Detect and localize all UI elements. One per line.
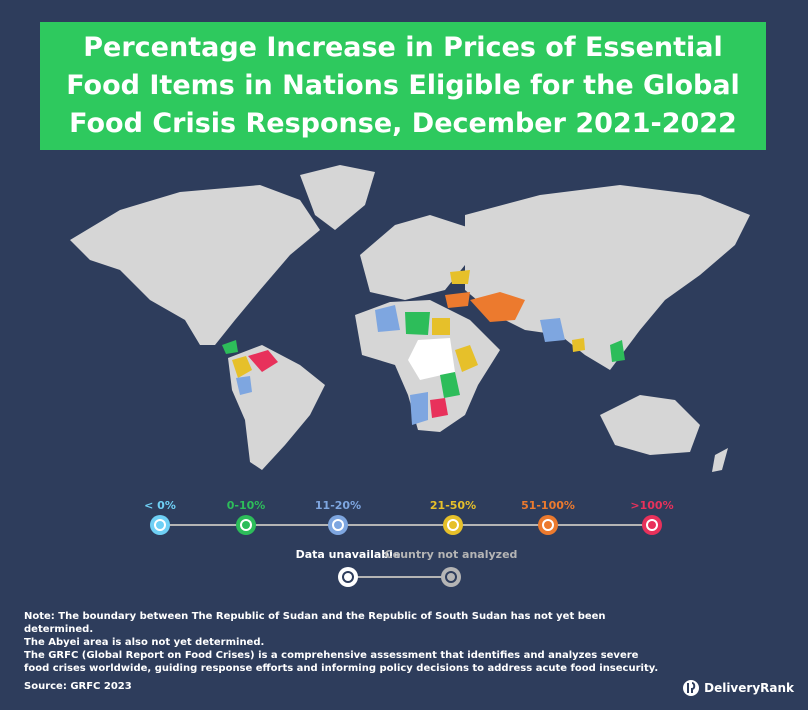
brand-icon — [683, 680, 700, 696]
country — [440, 372, 460, 398]
title: Percentage Increase in Prices of Essenti… — [40, 22, 766, 150]
north-america — [70, 185, 320, 345]
legend-marker-core — [156, 521, 164, 529]
country — [455, 345, 478, 372]
notes: Note: The boundary between The Republic … — [24, 610, 664, 675]
country — [405, 312, 430, 335]
legend-label: 0-10% — [227, 499, 266, 512]
brand: DeliveryRank — [682, 679, 794, 697]
south-america — [228, 345, 325, 470]
note: The Abyei area is also not yet determine… — [24, 637, 265, 648]
legend-label: < 0% — [144, 499, 176, 512]
highlighted-countries — [222, 270, 625, 425]
legend-marker-core — [334, 521, 342, 529]
country — [248, 350, 278, 372]
country — [375, 305, 400, 332]
greenland — [300, 165, 375, 230]
country — [610, 340, 625, 362]
legend-label: 21-50% — [430, 499, 476, 512]
australia — [600, 395, 700, 455]
country — [430, 398, 448, 418]
legend-marker-core — [544, 521, 552, 529]
country — [232, 356, 252, 378]
legend-marker-core — [648, 521, 656, 529]
legend-label: 51-100% — [521, 499, 575, 512]
country — [470, 292, 525, 322]
country — [410, 392, 428, 425]
country — [450, 270, 470, 284]
legend-label: Data unavailable — [296, 548, 401, 561]
country — [236, 376, 252, 395]
legend-label: >100% — [630, 499, 673, 512]
country — [408, 338, 455, 380]
note: The GRFC (Global Report on Food Crises) … — [24, 650, 659, 674]
world-map — [70, 165, 750, 472]
brand-name: DeliveryRank — [704, 681, 794, 695]
asia — [465, 185, 750, 370]
new-zealand — [712, 448, 728, 472]
europe — [360, 215, 470, 300]
note: Note: The boundary between The Republic … — [24, 611, 606, 635]
country — [540, 318, 565, 342]
country — [222, 340, 238, 354]
legend-label: Country not analyzed — [385, 548, 518, 561]
legend-marker-core — [344, 573, 352, 581]
legend-marker-core — [449, 521, 457, 529]
legend-label: 11-20% — [315, 499, 361, 512]
country — [572, 338, 585, 352]
source: Source: GRFC 2023 — [24, 681, 132, 692]
legend-marker-core — [242, 521, 250, 529]
legend-marker-core — [447, 573, 455, 581]
country — [432, 318, 450, 335]
legend: < 0% 0-10% 11-20% 21-50% 51-100% >100% Data un… — [144, 499, 674, 587]
country — [445, 292, 470, 308]
